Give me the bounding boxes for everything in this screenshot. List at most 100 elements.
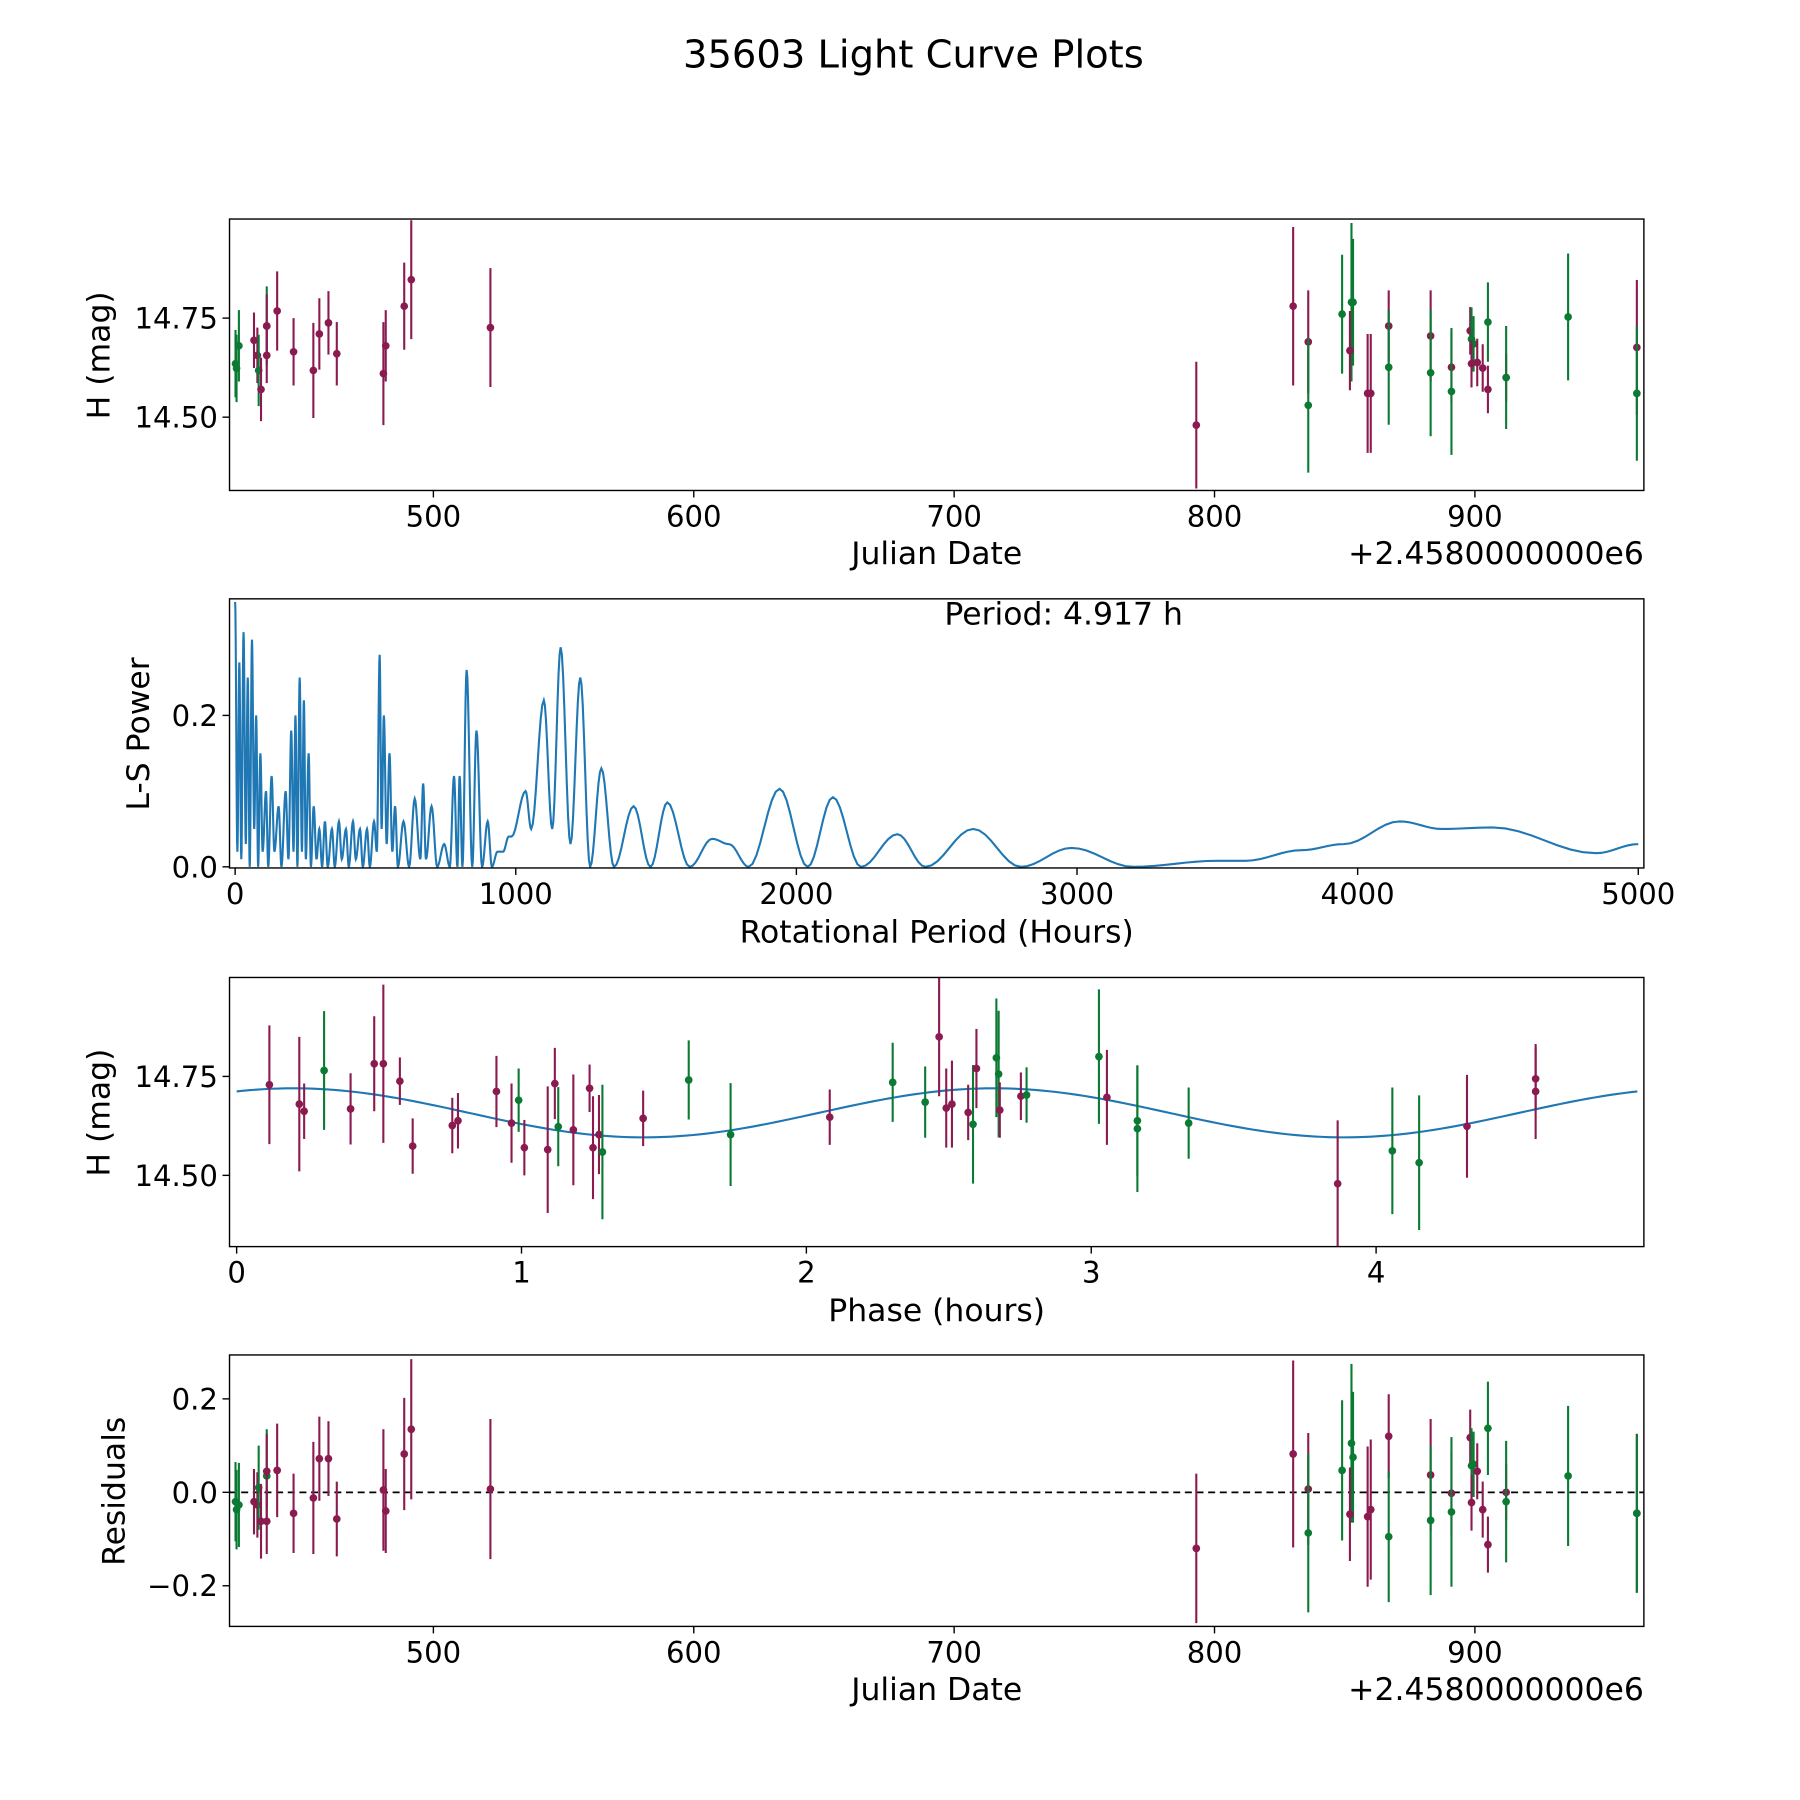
data-point	[964, 1108, 973, 1117]
periodogram-line	[234, 601, 1639, 868]
plot-area	[234, 601, 1639, 868]
x-tick-label: 800	[1187, 500, 1243, 534]
data-point	[1095, 1052, 1103, 1061]
data-point	[1633, 389, 1641, 398]
data-point	[370, 1059, 379, 1068]
x-offset-label: +2.4580000000e6	[1348, 536, 1644, 572]
data-point	[250, 336, 258, 345]
data-point	[289, 347, 298, 356]
x-tick-label: 2	[797, 1256, 816, 1290]
data-point	[935, 1032, 943, 1041]
residuals-panel: Julian Date +2.4580000000e6 Residuals 50…	[97, 1354, 1645, 1708]
data-point	[235, 341, 243, 350]
data-point	[407, 1425, 416, 1434]
y-tick-label: −0.2	[147, 1569, 218, 1603]
data-point	[273, 1466, 282, 1475]
data-point	[454, 1116, 462, 1125]
data-point	[295, 1100, 304, 1108]
data-point	[972, 1064, 981, 1073]
data-point	[1346, 1510, 1354, 1519]
data-point	[969, 1120, 977, 1129]
light-curve-panel: Julian Date +2.4580000000e6 H (mag) 500 6…	[82, 218, 1645, 572]
axes-frame	[228, 1354, 1645, 1628]
data-point	[1304, 401, 1313, 410]
x-axis-label: Rotational Period (Hours)	[740, 915, 1134, 951]
figure-title: 35603 Light Curve Plots	[683, 33, 1144, 78]
data-point	[1366, 1505, 1375, 1514]
x-tick-label: 4000	[1321, 877, 1395, 911]
data-point	[379, 1059, 388, 1068]
data-point	[888, 1078, 897, 1087]
data-point	[942, 1104, 951, 1112]
data-point	[1103, 1093, 1111, 1102]
x-offset-label: +2.4580000000e6	[1348, 1672, 1644, 1708]
data-point	[486, 323, 495, 332]
data-point	[273, 307, 282, 315]
data-point	[1531, 1087, 1540, 1096]
y-tick-label: 14.75	[135, 1060, 218, 1094]
data-point	[332, 1515, 341, 1523]
data-point	[408, 1142, 417, 1150]
data-point	[1338, 310, 1346, 318]
y-tick-label: 0.0	[172, 850, 218, 884]
data-point	[1484, 385, 1492, 394]
data-point	[1478, 364, 1487, 372]
period-annotation: Period: 4.917 h	[944, 596, 1183, 632]
data-point	[324, 1454, 333, 1463]
data-point	[257, 385, 265, 394]
plot-area	[231, 220, 1641, 489]
data-point	[684, 1076, 693, 1084]
x-tick-label: 800	[1187, 1636, 1243, 1670]
data-point	[396, 1077, 404, 1086]
model-fit-curve	[236, 1087, 1638, 1139]
data-point	[1022, 1091, 1031, 1099]
data-point	[262, 1467, 271, 1476]
data-point	[1289, 1450, 1297, 1458]
data-point	[257, 1517, 265, 1526]
data-point	[1502, 1497, 1510, 1506]
data-point	[1346, 346, 1354, 355]
data-point	[507, 1119, 516, 1127]
data-point	[309, 1494, 318, 1502]
data-point	[514, 1096, 523, 1105]
data-point	[381, 1507, 390, 1515]
y-tick-label: 14.75	[135, 302, 218, 336]
data-point	[320, 1066, 328, 1075]
data-point	[1192, 421, 1201, 429]
x-axis-label: Julian Date	[849, 536, 1022, 572]
data-point	[1447, 387, 1456, 396]
x-tick-label: 0	[226, 877, 245, 911]
axes-frame	[228, 598, 1645, 869]
x-tick-label: 600	[666, 1636, 722, 1670]
data-point	[1384, 1432, 1393, 1441]
x-tick-label: 700	[926, 1636, 982, 1670]
data-point	[1289, 302, 1297, 311]
data-point	[324, 319, 333, 327]
data-point	[1633, 1509, 1641, 1518]
data-point	[492, 1087, 501, 1096]
x-tick-label: 500	[406, 1636, 462, 1670]
data-point	[1363, 1512, 1372, 1521]
data-point	[726, 1130, 735, 1139]
x-tick-label: 5000	[1601, 877, 1675, 911]
data-point	[1478, 1505, 1487, 1514]
y-axis-label: Residuals	[97, 1417, 133, 1566]
y-axis-label: H (mag)	[82, 1049, 118, 1177]
data-point	[300, 1107, 308, 1116]
y-tick-label: 0.0	[172, 1476, 218, 1510]
data-point	[598, 1148, 607, 1156]
x-tick-label: 3000	[1040, 877, 1114, 911]
data-point	[1469, 1460, 1478, 1469]
data-point	[543, 1145, 552, 1154]
x-tick-label: 500	[406, 500, 462, 534]
data-point	[1447, 1508, 1456, 1516]
x-tick-label: 1000	[479, 877, 553, 911]
data-point	[1338, 1466, 1346, 1475]
data-point	[1473, 1467, 1482, 1476]
data-point	[1484, 318, 1492, 326]
x-tick-label: 600	[666, 500, 722, 534]
data-point	[1347, 1439, 1356, 1448]
data-point	[315, 1454, 324, 1463]
data-point	[332, 349, 341, 358]
